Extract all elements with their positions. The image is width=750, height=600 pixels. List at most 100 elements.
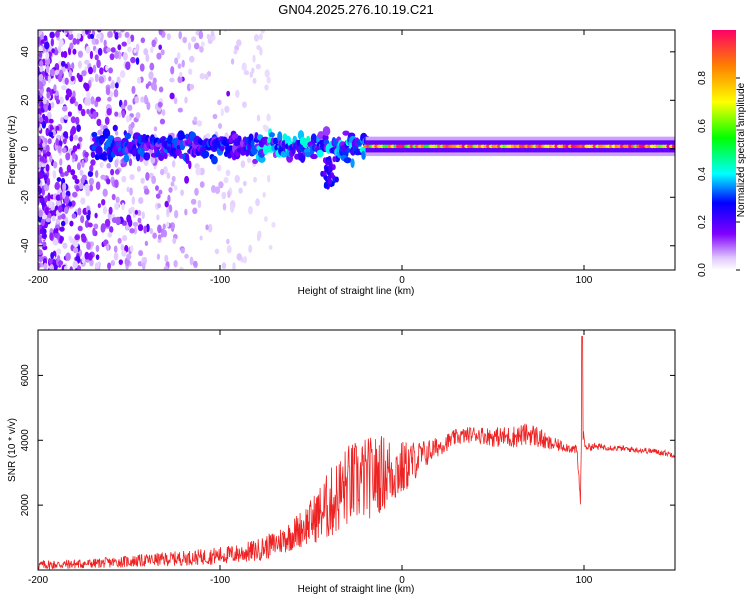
spectrogram-speckle xyxy=(235,89,240,98)
spectrogram-speckle xyxy=(243,70,250,76)
spectrogram-speckle xyxy=(72,145,78,152)
spectrogram-speckle xyxy=(94,212,98,219)
spectrogram-speckle xyxy=(55,125,60,131)
spectrogram-speckle xyxy=(62,190,66,199)
spectrogram-speckle xyxy=(59,140,63,146)
spectrogram-speckle xyxy=(97,203,102,209)
spectrogram-speckle xyxy=(170,222,176,230)
spectrogram-speckle xyxy=(60,60,66,67)
spectrogram-speckle xyxy=(86,91,91,99)
spectrogram-x-tick-label: 0 xyxy=(399,275,405,286)
spectrogram-speckle xyxy=(84,151,89,158)
spectrogram-speckle xyxy=(184,96,188,104)
spectrogram-speckle xyxy=(136,76,142,84)
spectrogram-speckle xyxy=(242,180,247,187)
spectrogram-speckle xyxy=(172,237,177,244)
spectrogram-speckle xyxy=(72,48,77,55)
spectrogram-speckle xyxy=(114,50,120,60)
spectrogram-speckle xyxy=(118,112,122,118)
spectrogram-speckle xyxy=(130,56,136,64)
spectrogram-speckle xyxy=(205,133,211,139)
spectrogram-speckle xyxy=(229,204,235,213)
spectrogram-speckle xyxy=(158,44,163,50)
spectrogram-band-blob xyxy=(201,150,210,159)
spectrogram-speckle xyxy=(94,73,99,83)
spectrogram-dip xyxy=(327,174,332,181)
spectrogram-speckle xyxy=(193,116,198,123)
spectrogram-speckle xyxy=(169,77,175,83)
spectrogram-speckle xyxy=(138,250,144,257)
spectrogram-speckle xyxy=(89,164,94,172)
spectrogram-speckle xyxy=(189,55,195,63)
spectrogram-speckle xyxy=(73,241,79,248)
spectrogram-speckle xyxy=(217,99,222,106)
spectrogram-speckle xyxy=(173,184,178,191)
spectrogram-speckle xyxy=(42,97,47,105)
spectrogram-speckle xyxy=(58,166,63,175)
spectrogram-speckle xyxy=(69,97,75,105)
spectrogram-speckle xyxy=(83,82,88,89)
spectrogram-speckle xyxy=(114,179,119,188)
spectrogram-speckle xyxy=(119,70,126,79)
spectrogram-speckle xyxy=(149,62,155,71)
spectrogram-band-blob xyxy=(163,152,168,160)
spectrogram-speckle xyxy=(41,232,48,240)
spectrogram-speckle xyxy=(99,161,104,169)
spectrogram-speckle xyxy=(129,228,135,234)
spectrogram-speckle xyxy=(42,245,48,251)
spectrogram-speckle xyxy=(48,131,54,137)
spectrogram-speckle xyxy=(246,157,252,164)
spectrogram-band-blob xyxy=(361,150,366,160)
snr-y-tick-label: 6000 xyxy=(20,364,31,387)
spectrogram-y-axis: 40 20 0 -20 -40 xyxy=(20,46,675,253)
snr-series-line xyxy=(38,336,675,570)
spectrogram-speckle xyxy=(130,34,135,42)
spectrogram-speckle xyxy=(45,163,50,172)
spectrogram-band-blob xyxy=(323,139,330,145)
spectrogram-speckle xyxy=(192,207,198,215)
spectrogram-speckle xyxy=(136,165,141,172)
spectrogram-speckle xyxy=(260,30,265,34)
spectrogram-speckle xyxy=(140,96,145,103)
spectrogram-speckle xyxy=(42,142,46,148)
spectrogram-speckle xyxy=(114,159,119,168)
spectrogram-speckle xyxy=(59,235,63,244)
spectrogram-speckle xyxy=(40,218,45,227)
spectrogram-frame xyxy=(37,29,676,271)
spectrogram-speckle xyxy=(230,58,235,65)
spectrogram-speckle xyxy=(106,243,110,252)
spectrogram-speckle xyxy=(62,105,68,112)
spectrogram-speckle xyxy=(114,130,119,136)
spectrogram-speckle xyxy=(114,82,119,89)
spectrogram-speckle xyxy=(268,244,273,250)
spectrogram-speckle xyxy=(158,30,163,36)
spectrogram-speckle xyxy=(70,116,76,124)
spectrogram-speckle xyxy=(76,124,81,132)
spectrogram-speckle xyxy=(196,120,203,127)
spectrogram-speckle xyxy=(107,96,112,102)
spectrogram-speckle xyxy=(266,113,271,122)
spectrogram-speckle xyxy=(143,48,149,56)
spectrogram-speckle xyxy=(181,59,185,68)
spectrogram-speckle xyxy=(162,223,166,230)
spectrogram-speckle xyxy=(84,59,90,65)
spectrogram-speckle xyxy=(253,176,257,183)
spectrogram-speckle xyxy=(133,48,137,54)
spectrogram-speckle xyxy=(134,96,140,104)
spectrogram-speckle xyxy=(110,82,116,89)
spectrogram-band-blob xyxy=(304,151,312,158)
spectrogram-speckle xyxy=(85,30,89,35)
spectrogram-speckle xyxy=(180,247,185,254)
spectrogram-speckle xyxy=(70,75,75,82)
spectrogram-speckle xyxy=(48,154,53,163)
spectrogram-speckle xyxy=(184,253,189,259)
spectrogram-speckle xyxy=(150,46,154,54)
spectrogram-speckle xyxy=(97,47,103,56)
spectrogram-speckle xyxy=(77,265,82,270)
spectrogram-speckle xyxy=(72,247,79,254)
spectrogram-x-tick-label: -200 xyxy=(28,275,48,286)
spectrogram-speckle xyxy=(224,105,230,113)
spectrogram-speckle xyxy=(121,110,126,118)
spectrogram-speckle xyxy=(126,186,130,193)
